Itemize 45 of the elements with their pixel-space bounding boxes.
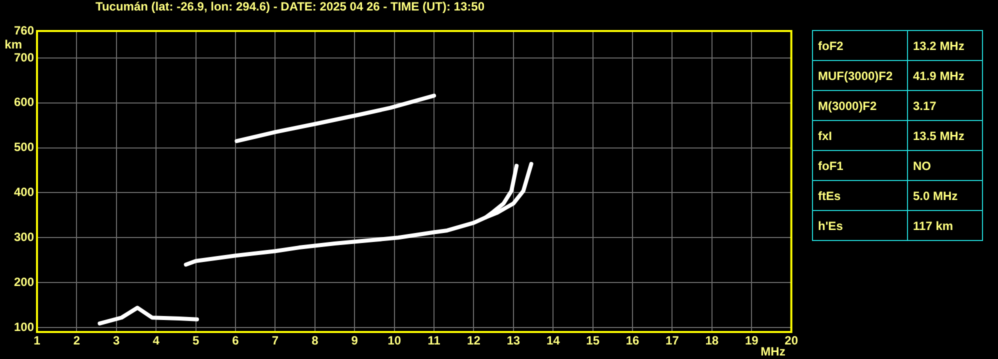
- x-tick-label: 2: [73, 334, 80, 348]
- x-tick-label: 15: [586, 334, 600, 348]
- y-tick-label: 400: [14, 185, 34, 200]
- y-tick-label: 600: [14, 95, 34, 110]
- x-tick-label: 8: [312, 334, 319, 348]
- y-axis-title: km: [4, 37, 22, 52]
- text: 5.0 MHz: [913, 188, 958, 202]
- x-tick-label: 16: [626, 334, 640, 348]
- x-tick-label: 1: [34, 334, 41, 348]
- y-tick-label: 500: [14, 140, 34, 154]
- x-tick-label: 13: [506, 334, 520, 348]
- y-tick-label: 300: [14, 230, 34, 244]
- category-label: h'Es: [812, 210, 908, 240]
- x-tick-label: 18: [705, 334, 719, 348]
- x-tick-label: 6: [232, 334, 240, 348]
- x-tick-label: 5: [192, 334, 200, 348]
- category-label: MUF(3000)F2: [812, 60, 908, 90]
- x-tick-label: 10: [388, 334, 402, 348]
- x-tick-label: 3: [113, 334, 120, 348]
- x-tick-label: 4: [152, 334, 160, 348]
- category-label: foF2: [812, 30, 908, 60]
- x-tick-label: 7: [272, 334, 279, 348]
- text: 41.9 MHz: [913, 68, 964, 82]
- x-tick-label: 12: [467, 334, 481, 348]
- x-tick-label: 17: [666, 334, 680, 348]
- x-tick-label: 9: [351, 334, 358, 348]
- category-label: foF1: [812, 150, 908, 180]
- y-tick-label: 100: [14, 320, 34, 334]
- x-tick-label: 19: [744, 334, 759, 348]
- text: 117 km: [913, 218, 954, 232]
- text: NO: [913, 158, 931, 172]
- text: 13.5 MHz: [913, 128, 964, 142]
- y-tick-label: 760: [14, 23, 34, 38]
- y-tick-label: 700: [14, 50, 34, 64]
- category-label: ftEs: [812, 180, 908, 210]
- x-tick-label: 14: [546, 334, 560, 348]
- x-tick-label: 11: [428, 334, 441, 348]
- text: 13.2 MHz: [913, 38, 964, 52]
- category-label: fxI: [812, 120, 908, 150]
- x-axis-title: MHz: [760, 344, 786, 358]
- y-tick-label: 200: [14, 274, 34, 289]
- x-tick-label: 20: [784, 334, 798, 348]
- text: 3.17: [913, 98, 936, 112]
- category-label: M(3000)F2: [812, 90, 908, 120]
- chart-title: Tucumán (lat: -26.9, lon: 294.6) - DATE: 2025 04 26 - TIME (UT): 13:50: [96, 0, 485, 14]
